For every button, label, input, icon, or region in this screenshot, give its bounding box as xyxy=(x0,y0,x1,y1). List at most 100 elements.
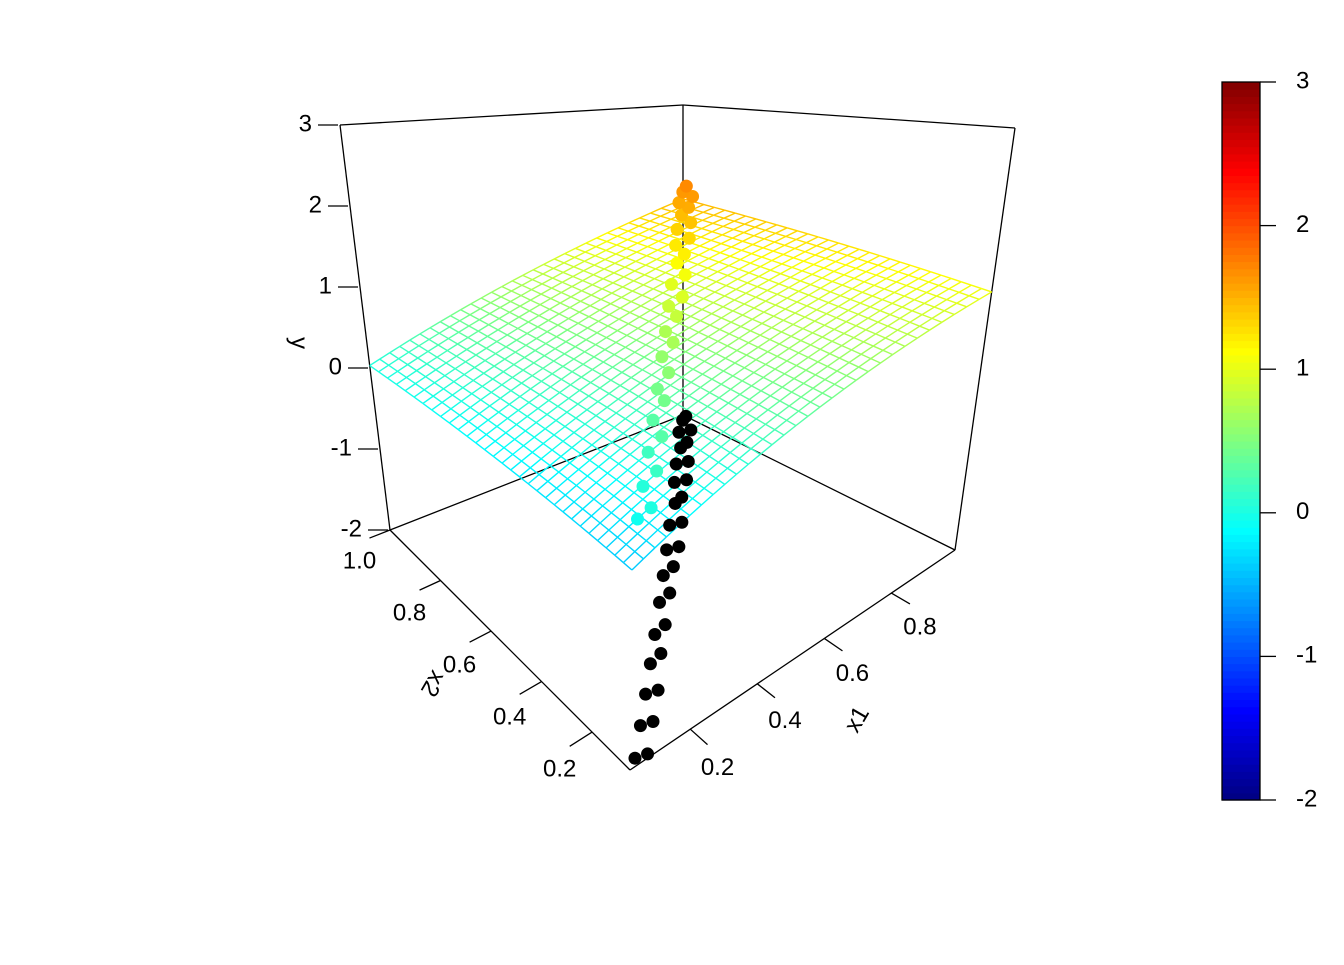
surface-line xyxy=(845,258,858,266)
surface-line xyxy=(490,296,502,304)
surface-line xyxy=(533,428,546,438)
surface-line xyxy=(699,378,713,388)
surface-line xyxy=(770,269,781,275)
surface-line xyxy=(688,245,701,253)
surface-line xyxy=(823,267,835,273)
surface-line xyxy=(855,317,869,327)
surface-line xyxy=(454,361,466,370)
surface-line xyxy=(501,285,512,292)
surface-line xyxy=(600,450,611,458)
surface-line xyxy=(479,302,492,310)
surface-line xyxy=(498,411,508,419)
surface-line xyxy=(728,325,742,335)
surface-line xyxy=(699,449,710,457)
surface-line xyxy=(730,380,743,390)
colorbar-band xyxy=(1222,311,1260,320)
surface-line xyxy=(378,364,390,373)
surface-line xyxy=(567,468,580,480)
surface-line xyxy=(416,370,426,378)
surface-line xyxy=(669,235,680,240)
surface-line xyxy=(588,395,599,403)
surface-line xyxy=(537,319,549,328)
surface-line xyxy=(497,322,509,331)
surface-line xyxy=(599,512,612,524)
surface-line xyxy=(845,313,859,323)
surface-line xyxy=(575,484,586,493)
surface-line xyxy=(771,319,784,329)
surface-line xyxy=(887,325,898,331)
surface-line xyxy=(521,382,532,390)
surface-line xyxy=(812,332,823,338)
surface-line xyxy=(543,258,555,265)
surface-line xyxy=(968,287,982,297)
surface-line xyxy=(825,251,838,259)
surface-line xyxy=(748,334,761,344)
surface-line xyxy=(633,280,644,286)
surface-line xyxy=(755,351,769,361)
surface-line xyxy=(617,222,630,229)
surface-line xyxy=(622,280,634,288)
z-tick-label: -2 xyxy=(341,515,362,542)
surface-line xyxy=(459,414,470,423)
point xyxy=(644,501,658,515)
point xyxy=(665,277,679,291)
surface-line xyxy=(860,353,872,360)
surface-line xyxy=(582,438,593,446)
surface-line xyxy=(783,312,796,321)
surface-line xyxy=(774,235,787,243)
colorbar-tick-label: -2 xyxy=(1296,785,1317,812)
surface-line xyxy=(619,307,631,314)
surface-line xyxy=(880,354,894,364)
surface-line xyxy=(679,381,692,392)
surface-line xyxy=(893,284,907,294)
surface-line xyxy=(720,383,731,390)
colorbar-band xyxy=(1222,405,1260,413)
surface-line xyxy=(781,257,794,265)
colorbar-band xyxy=(1222,541,1260,550)
surface-line xyxy=(560,378,571,386)
surface-line xyxy=(531,375,542,382)
surface-line xyxy=(776,293,788,299)
surface-line xyxy=(921,306,935,316)
colorbar-band xyxy=(1222,376,1260,385)
surface-line xyxy=(784,364,797,375)
surface-line xyxy=(599,309,610,316)
surface-line xyxy=(449,326,460,333)
surface-line xyxy=(527,474,540,485)
surface-line xyxy=(698,248,711,256)
surface-line xyxy=(700,494,714,506)
colorbar-band xyxy=(1222,778,1260,787)
surface-line xyxy=(829,345,843,355)
surface-line xyxy=(535,413,548,424)
surface-line xyxy=(765,300,776,306)
surface-line xyxy=(563,262,575,268)
box-edge xyxy=(339,104,684,126)
surface-line xyxy=(519,467,531,478)
surface-line xyxy=(717,340,728,347)
surface-line xyxy=(659,313,671,320)
colorbar-band xyxy=(1222,110,1260,119)
surface-line xyxy=(630,300,642,307)
surface-line xyxy=(695,414,706,422)
surface-line xyxy=(790,328,804,337)
surface-line xyxy=(779,400,790,407)
surface-line xyxy=(734,413,748,424)
surface-line xyxy=(597,401,608,408)
surface-line xyxy=(457,336,469,345)
surface-line xyxy=(707,397,720,407)
surface-line xyxy=(703,487,714,496)
surface-line xyxy=(536,480,549,492)
surface-line xyxy=(711,306,724,315)
surface-line xyxy=(663,417,676,428)
surface-line xyxy=(615,404,628,414)
surface-line xyxy=(485,434,496,442)
surface-line xyxy=(702,206,715,213)
surface-line xyxy=(493,358,506,367)
surface-line xyxy=(763,232,776,240)
surface-line xyxy=(690,444,701,452)
surface-line xyxy=(645,344,656,351)
surface-line xyxy=(887,317,901,327)
surface-line xyxy=(593,274,604,280)
surface-line xyxy=(501,384,512,392)
surface-line xyxy=(773,308,786,317)
